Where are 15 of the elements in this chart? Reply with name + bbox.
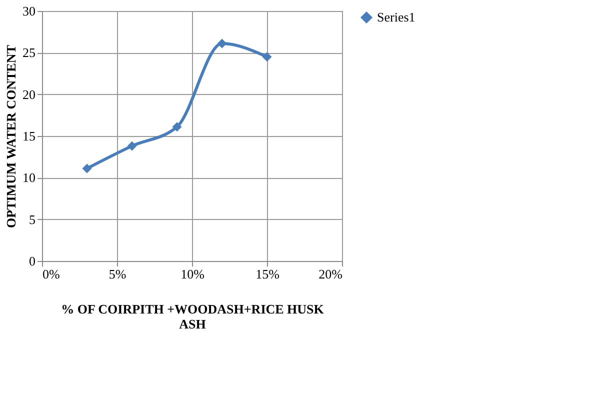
y-tick-label: 10	[22, 170, 36, 186]
x-axis-title: % OF COIRPITH +WOODASH+RICE HUSK ASH	[61, 302, 325, 332]
y-axis-title: OPTIMUM WATER CONTENT	[4, 44, 18, 228]
y-tick-label: 25	[22, 45, 36, 60]
y-tick-label: 5	[29, 212, 36, 227]
y-tick-label: 0	[29, 254, 36, 268]
y-tick-label: 30	[22, 4, 36, 18]
x-tick-label: 10%	[180, 266, 205, 282]
x-tick-label: 5%	[108, 266, 126, 282]
x-tick-label: 15%	[256, 266, 280, 282]
y-tick-label: 20	[22, 86, 36, 102]
legend-label: Series1	[377, 10, 416, 24]
x-tick-label: 0%	[42, 266, 60, 282]
y-tick-label: 15	[22, 128, 36, 144]
x-tick-label: 20%	[318, 266, 343, 282]
